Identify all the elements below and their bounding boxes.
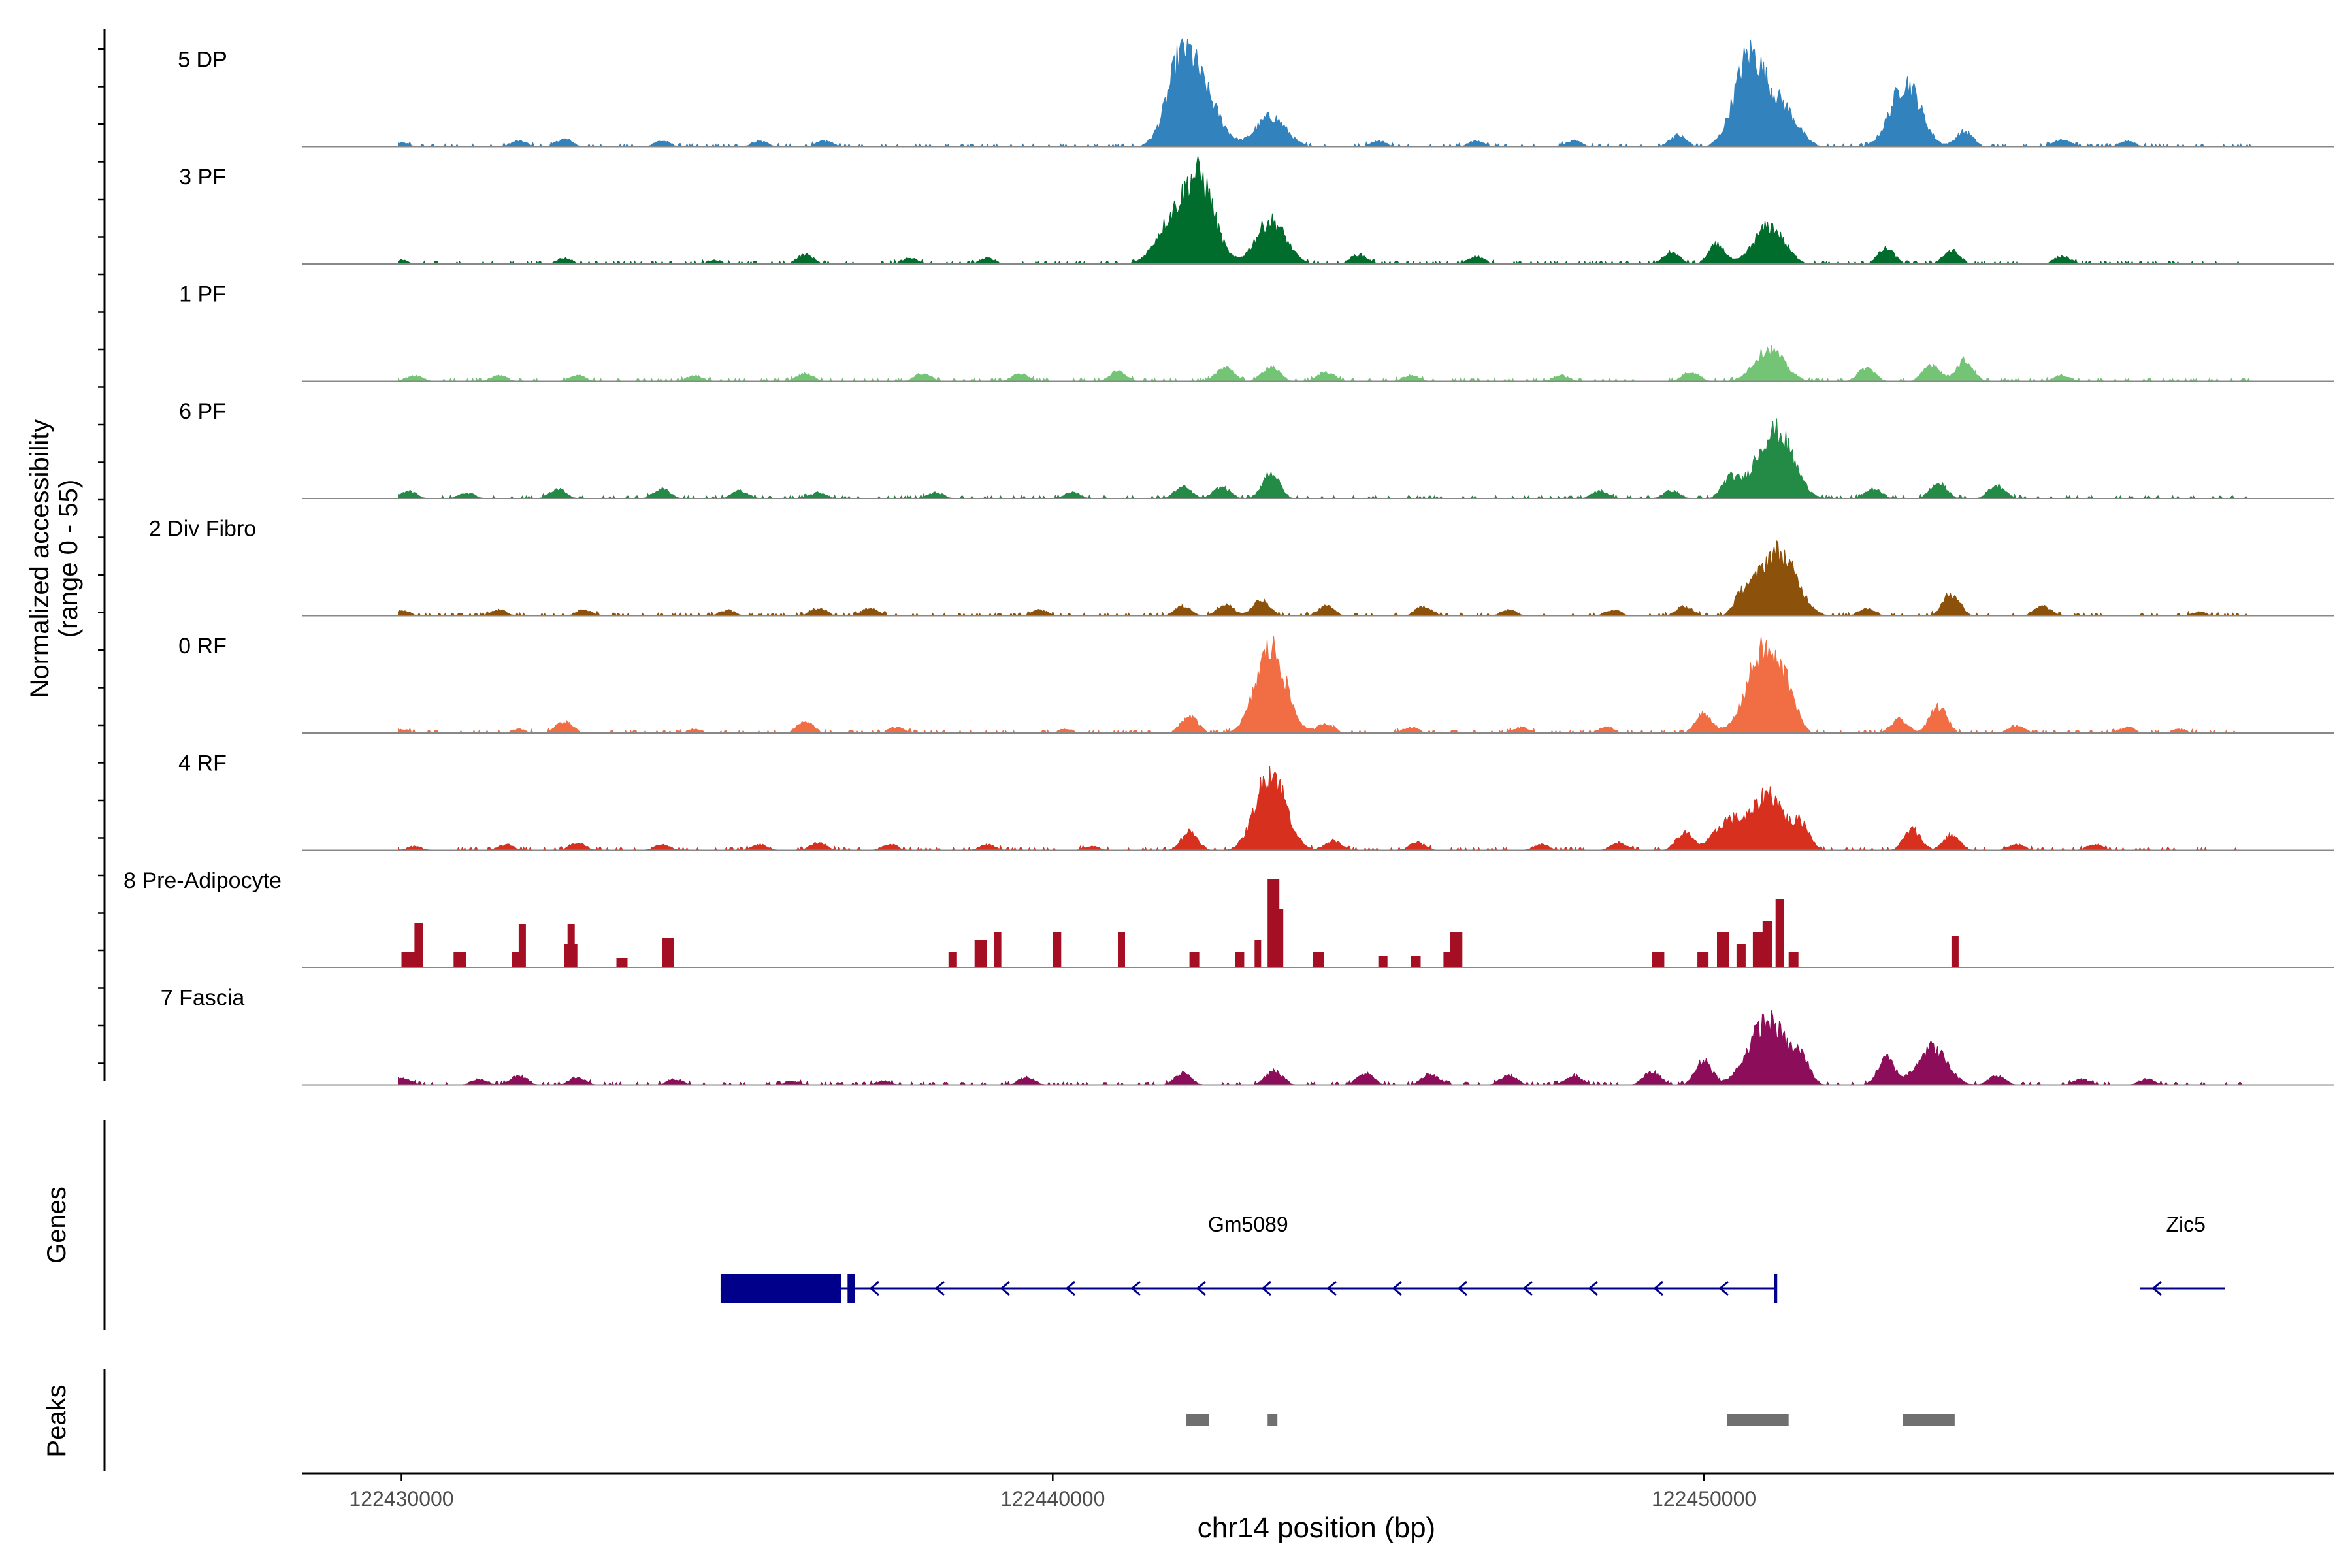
track-label: 3 PF xyxy=(179,165,226,189)
x-tick-label: 122450000 xyxy=(1652,1487,1756,1511)
gene-label: Gm5089 xyxy=(1208,1213,1288,1236)
track-4-rf: 4 RF xyxy=(178,751,2334,851)
coverage-bar xyxy=(948,952,957,968)
peak-region xyxy=(1903,1414,1955,1426)
coverage-bar xyxy=(1118,932,1125,968)
strand-arrow xyxy=(1392,1281,1402,1296)
y-axis-label-2: (range 0 - 55) xyxy=(54,480,83,638)
coverage-area xyxy=(398,345,2251,382)
coverage-bar xyxy=(1717,932,1729,968)
gene-label: Zic5 xyxy=(2166,1213,2206,1236)
coverage-tracks: 5 DP 3 PF 1 PF 6 PF 2 Div Fibro 0 RF 4 RF 8 Pre… xyxy=(98,29,2334,1086)
coverage-bar xyxy=(401,952,415,968)
coverage-bar xyxy=(616,958,628,968)
track-7-fascia: 7 Fascia xyxy=(161,986,2334,1086)
x-axis-label: chr14 position (bp) xyxy=(1198,1512,1435,1544)
coverage-bar xyxy=(1697,952,1709,968)
peaks-panel xyxy=(103,1369,1955,1471)
track-1-pf: 1 PF xyxy=(179,282,2334,382)
gene-zic5: Zic5 xyxy=(2140,1213,2225,1296)
peak-region xyxy=(1267,1414,1278,1426)
coverage-bar xyxy=(662,938,674,968)
strand-arrow xyxy=(1196,1281,1206,1296)
gene-exon xyxy=(847,1274,855,1303)
strand-arrow xyxy=(1065,1281,1075,1296)
coverage-bar xyxy=(518,924,526,968)
coverage-area xyxy=(398,1010,2251,1086)
coverage-area xyxy=(398,38,2252,148)
track-label: 8 Pre-Adipocyte xyxy=(123,868,282,893)
track-6-pf: 6 PF xyxy=(179,399,2334,500)
peak-region xyxy=(1726,1414,1789,1426)
coverage-bar xyxy=(1450,932,1463,968)
coverage-area xyxy=(398,766,2251,851)
gene-exon xyxy=(720,1274,841,1303)
track-label: 0 RF xyxy=(178,634,227,659)
strand-arrow xyxy=(1000,1281,1010,1296)
track-5-dp: 5 DP xyxy=(178,38,2334,148)
coverage-bar xyxy=(1736,944,1746,968)
genes-panel: Gm5089 Zic5 xyxy=(103,1120,2225,1330)
track-label: 6 PF xyxy=(179,399,226,424)
track-label: 2 Div Fibro xyxy=(149,517,256,542)
genes-panel-label: Genes xyxy=(42,1186,71,1264)
coverage-bar xyxy=(1411,956,1421,968)
coverage-bar xyxy=(1788,952,1799,968)
y-axis-label-line1: Normalized accessibility xyxy=(25,419,54,698)
track-label: 5 DP xyxy=(178,48,227,73)
x-tick-label: 122440000 xyxy=(1000,1487,1105,1511)
strand-arrow xyxy=(934,1281,945,1296)
strand-arrow xyxy=(1588,1281,1598,1296)
coverage-bar xyxy=(1378,956,1388,968)
strand-arrow xyxy=(1718,1281,1729,1296)
track-label: 7 Fascia xyxy=(161,986,245,1011)
coverage-bar xyxy=(1189,952,1200,968)
peak-region xyxy=(1186,1414,1209,1426)
strand-arrow xyxy=(1130,1281,1141,1296)
strand-arrow xyxy=(1653,1281,1663,1296)
peaks-panel-label: Peaks xyxy=(42,1384,71,1457)
coverage-bar xyxy=(1235,952,1245,968)
track-8-pre-adipocyte: 8 Pre-Adipocyte xyxy=(123,868,2334,968)
coverage-bar xyxy=(1053,932,1062,968)
track-3-pf: 3 PF xyxy=(179,155,2334,265)
coverage-bar xyxy=(1775,899,1784,968)
gene-gm5089: Gm5089 xyxy=(720,1213,1778,1303)
track-0-rf: 0 RF xyxy=(178,634,2334,734)
coverage-area xyxy=(398,636,2251,734)
coverage-area xyxy=(398,418,2251,500)
coverage-bar xyxy=(1752,932,1763,968)
coverage-area xyxy=(398,540,2251,617)
coverage-bar xyxy=(1762,921,1772,968)
coverage-bar xyxy=(453,952,466,968)
track-2-div-fibro: 2 Div Fibro xyxy=(149,517,2334,617)
track-label: 1 PF xyxy=(179,282,226,307)
track-label: 4 RF xyxy=(178,751,227,776)
coverage-area xyxy=(398,155,2251,265)
coverage-bar xyxy=(1274,909,1284,968)
x-tick-label: 122430000 xyxy=(349,1487,453,1511)
coverage-bar xyxy=(974,940,987,968)
coverage-bar xyxy=(1313,952,1324,968)
y-axis-label-line2: (range 0 - 55) xyxy=(54,480,83,638)
y-axis-label: Normalized accessibility xyxy=(25,419,54,698)
strand-arrow xyxy=(2151,1281,2162,1296)
coverage-bar xyxy=(1652,952,1665,968)
coverage-bar xyxy=(414,923,423,968)
strand-arrow xyxy=(1457,1281,1467,1296)
axes: Normalized accessibility (range 0 - 55) … xyxy=(25,419,2334,1544)
strand-arrow xyxy=(1261,1281,1271,1296)
strand-arrow xyxy=(1522,1281,1533,1296)
coverage-bar xyxy=(994,932,1002,968)
coverage-bar xyxy=(567,924,575,968)
coverage-bar xyxy=(1254,940,1262,968)
strand-arrow xyxy=(869,1281,879,1296)
coverage-bar xyxy=(1951,936,1959,968)
strand-arrow xyxy=(1326,1281,1337,1296)
